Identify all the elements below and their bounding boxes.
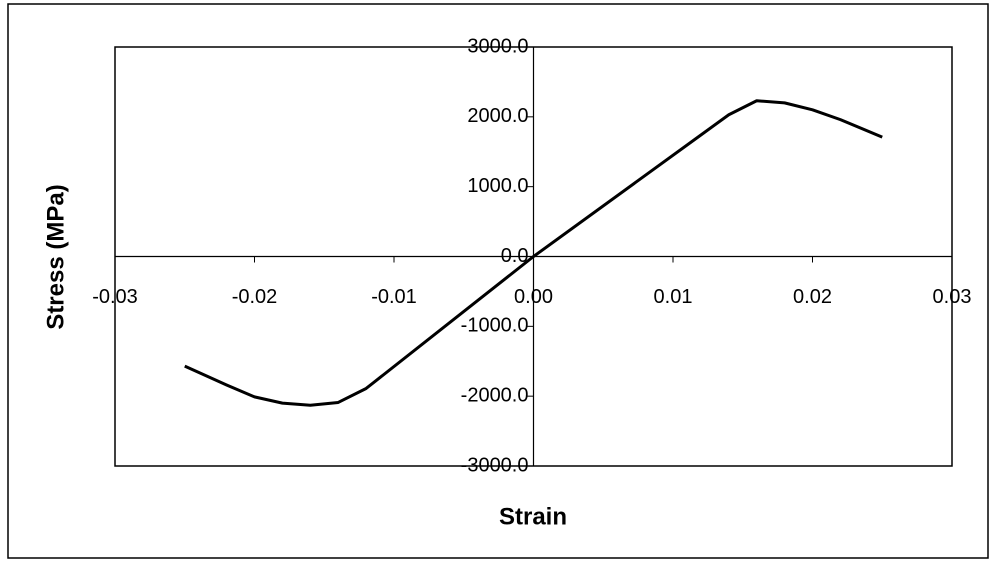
y-tick-label: 1000.0 [467, 175, 528, 197]
x-axis-title: Strain [499, 503, 567, 530]
x-tick-label: 0.01 [654, 286, 693, 308]
y-tick-label: 0.0 [501, 245, 529, 267]
x-tick-label: -0.03 [92, 286, 138, 308]
y-tick-label: -2000.0 [461, 384, 529, 406]
x-tick-label: 0.02 [793, 286, 832, 308]
x-tick-label: -0.01 [371, 286, 417, 308]
x-tick-label: 0.03 [933, 286, 972, 308]
y-tick-label: 3000.0 [467, 35, 528, 57]
x-tick-label: -0.02 [232, 286, 278, 308]
series-line [184, 99, 883, 407]
y-tick-label: -3000.0 [461, 454, 529, 476]
x-tick-label: 0.00 [514, 286, 553, 308]
y-tick-label: 2000.0 [467, 105, 528, 127]
frame [7, 3, 989, 559]
y-tick-label: -1000.0 [461, 315, 529, 337]
y-axis-title: Stress (MPa) [42, 184, 69, 329]
